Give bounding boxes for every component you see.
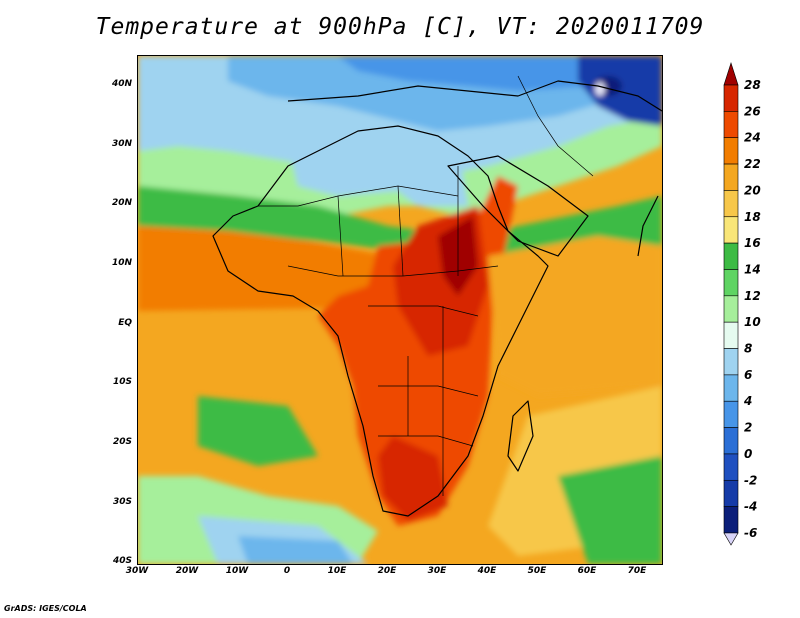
lon-label-20w: 20W xyxy=(175,566,199,576)
arabian-sea-warm xyxy=(488,236,662,396)
colorbar-band xyxy=(723,348,739,376)
colorbar-band xyxy=(723,400,739,428)
border-central xyxy=(368,305,479,317)
lat-label-30s: 30S xyxy=(112,497,132,507)
colorbar-band xyxy=(723,242,739,270)
colorbar-label: 12 xyxy=(744,289,761,303)
colorbar-label: 10 xyxy=(744,315,761,329)
colorbar-band xyxy=(723,321,739,349)
lat-label-eq: EQ xyxy=(118,318,132,328)
arabia-outline xyxy=(447,155,589,257)
colorbar-label: 28 xyxy=(744,78,761,92)
colorbar-band xyxy=(723,427,739,455)
colorbar-label: 18 xyxy=(744,210,761,224)
colorbar-band xyxy=(723,453,739,481)
colorbar-band xyxy=(723,216,739,244)
lon-label-30e: 30E xyxy=(427,566,447,576)
colorbar-label: 24 xyxy=(744,131,761,145)
india-coast xyxy=(637,195,659,257)
lat-label-30n: 30N xyxy=(111,139,132,149)
lat-label-20s: 20S xyxy=(112,437,132,447)
coastlines xyxy=(212,80,662,517)
colorbar-band xyxy=(723,295,739,323)
colorbar-bottom-arrow xyxy=(723,532,739,546)
border-southern xyxy=(378,435,474,447)
lon-label-40e: 40E xyxy=(477,566,497,576)
lat-label-40s: 40S xyxy=(112,556,132,566)
colorbar-label: 8 xyxy=(744,342,752,356)
map-title: Temperature at 900hPa [C], VT: 202001170… xyxy=(95,14,705,40)
lon-label-10w: 10W xyxy=(225,566,249,576)
colorbar-label: 14 xyxy=(744,262,761,276)
colorbar-label: 26 xyxy=(744,104,761,118)
colorbar-band xyxy=(723,479,739,507)
colorbar-label: 16 xyxy=(744,236,761,250)
colorbar-label: -2 xyxy=(744,473,757,487)
south-coldest-tongue xyxy=(238,536,353,564)
software-credit: GrADS: IGES/COLA xyxy=(4,604,87,613)
mediterranean-coast xyxy=(287,80,662,112)
colorbar-band xyxy=(723,374,739,402)
lat-label-40n: 40N xyxy=(111,79,132,89)
lon-label-20e: 20E xyxy=(377,566,397,576)
snow-spot xyxy=(595,82,605,96)
border-niger-chad xyxy=(397,185,404,277)
colorbar-band xyxy=(723,190,739,218)
lon-label-0: 0 xyxy=(283,566,291,576)
colorbar-label: -4 xyxy=(744,500,757,514)
africa-outline xyxy=(212,125,549,517)
colorbar-band xyxy=(723,506,739,534)
colorbar-band xyxy=(723,269,739,297)
border-sahel xyxy=(287,265,499,277)
kalahari-hot-core xyxy=(378,436,448,521)
colorbar-band xyxy=(723,111,739,139)
temperature-map xyxy=(137,55,663,565)
border-mali-niger xyxy=(337,195,344,277)
colorbar-label: 0 xyxy=(744,447,752,461)
colorbar-label: -6 xyxy=(744,526,757,540)
indian-ocean-green xyxy=(558,456,662,564)
colorbar-band xyxy=(723,84,739,112)
madagascar-outline xyxy=(507,400,534,472)
colorbar-label: 6 xyxy=(744,368,752,382)
border-angola xyxy=(378,385,479,397)
lat-label-10s: 10S xyxy=(112,377,132,387)
colorbar-band xyxy=(723,163,739,191)
lon-label-10e: 10E xyxy=(327,566,347,576)
colorbar-label: 20 xyxy=(744,183,761,197)
lon-label-30w: 30W xyxy=(125,566,149,576)
colorbar-label: 4 xyxy=(743,394,752,408)
south-atlantic-green xyxy=(198,396,318,466)
colorbar-band xyxy=(723,137,739,165)
temperature-field xyxy=(138,56,662,564)
lon-label-60e: 60E xyxy=(577,566,597,576)
lon-label-50e: 50E xyxy=(527,566,547,576)
colorbar-label: 22 xyxy=(744,157,761,171)
country-borders xyxy=(258,75,594,496)
colorbar-top-arrow xyxy=(723,62,739,86)
lat-label-10n: 10N xyxy=(111,258,132,268)
colorbar-label: 2 xyxy=(744,421,752,435)
border-mideast xyxy=(517,75,594,177)
lat-label-20n: 20N xyxy=(111,198,132,208)
sahara-cool xyxy=(288,146,468,206)
lon-label-70e: 70E xyxy=(627,566,647,576)
colorbar: 28 26 24 22 20 18 16 14 12 10 8 6 4 2 0 -2 -4 -6 xyxy=(700,55,790,565)
